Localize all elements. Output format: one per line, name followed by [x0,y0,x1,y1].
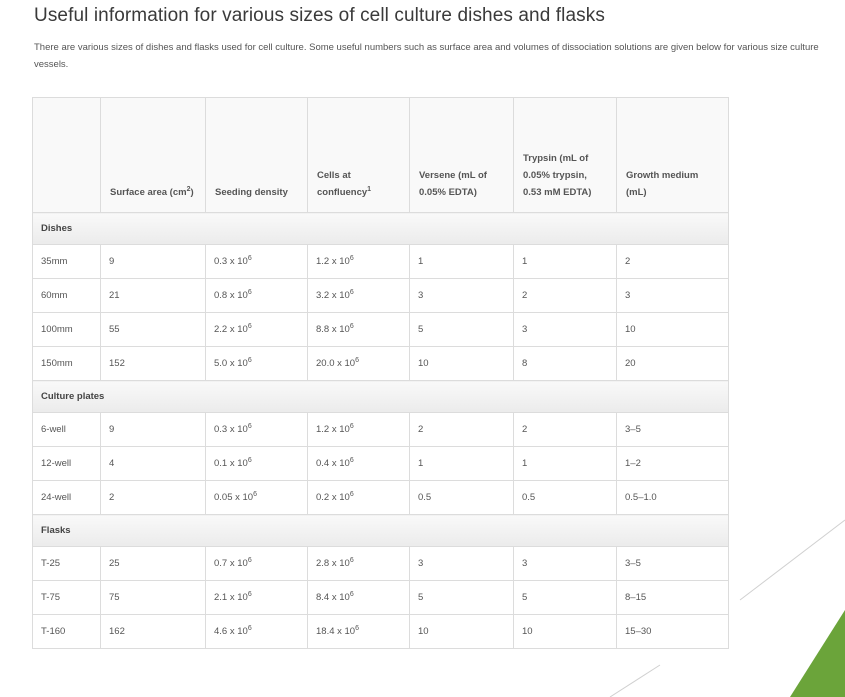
cell-surface-area: 4 [100,446,206,481]
cell-versene: 10 [409,614,514,649]
green-corner-shape [790,610,845,697]
cell-growth-medium: 15–30 [616,614,729,649]
cell-cells-at-confluency: 8.8 x 106 [307,312,410,347]
table-row: 12-well 4 0.1 x 106 0.4 x 106 1 1 1–2 [32,446,729,481]
cell-trypsin: 10 [513,614,617,649]
cell-cells-at-confluency: 18.4 x 106 [307,614,410,649]
header-cells-at-confluency: Cells at confluency1 [307,97,410,213]
table-row: 100mm 55 2.2 x 106 8.8 x 106 5 3 10 [32,312,729,347]
cell-cells-at-confluency: 1.2 x 106 [307,244,410,279]
cell-vessel: 12-well [32,446,101,481]
cell-vessel: 60mm [32,278,101,313]
cell-versene: 1 [409,446,514,481]
cell-cells-at-confluency: 0.4 x 106 [307,446,410,481]
table-row: T-25 25 0.7 x 106 2.8 x 106 3 3 3–5 [32,546,729,581]
cell-versene: 3 [409,546,514,581]
cell-growth-medium: 3–5 [616,412,729,447]
cell-trypsin: 3 [513,312,617,347]
table-row: 35mm 9 0.3 x 106 1.2 x 106 1 1 2 [32,244,729,279]
cell-seeding-density: 0.8 x 106 [205,278,308,313]
cell-surface-area: 9 [100,244,206,279]
table-row: 150mm 152 5.0 x 106 20.0 x 106 10 8 20 [32,346,729,381]
cell-trypsin: 1 [513,446,617,481]
cell-cells-at-confluency: 20.0 x 106 [307,346,410,381]
cell-growth-medium: 2 [616,244,729,279]
cell-trypsin: 2 [513,278,617,313]
cell-seeding-density: 0.7 x 106 [205,546,308,581]
cell-seeding-density: 0.3 x 106 [205,244,308,279]
table-row: 24-well 2 0.05 x 106 0.2 x 106 0.5 0.5 0.5–1.0 [32,480,729,515]
cell-vessel: T-75 [32,580,101,615]
cell-growth-medium: 8–15 [616,580,729,615]
cell-growth-medium: 0.5–1.0 [616,480,729,515]
cell-trypsin: 3 [513,546,617,581]
cell-cells-at-confluency: 3.2 x 106 [307,278,410,313]
intro-text: There are various sizes of dishes and fl… [34,42,819,70]
table-row: T-160 162 4.6 x 106 18.4 x 106 10 10 15–30 [32,614,729,649]
cell-growth-medium: 3 [616,278,729,313]
cell-vessel: 35mm [32,244,101,279]
cell-growth-medium: 20 [616,346,729,381]
cell-cells-at-confluency: 2.8 x 106 [307,546,410,581]
cell-trypsin: 8 [513,346,617,381]
cell-surface-area: 75 [100,580,206,615]
header-vessel [32,97,101,213]
cell-surface-area: 9 [100,412,206,447]
cell-seeding-density: 0.1 x 106 [205,446,308,481]
cell-vessel: 6-well [32,412,101,447]
cell-seeding-density: 0.05 x 106 [205,480,308,515]
cell-seeding-density: 2.1 x 106 [205,580,308,615]
cell-versene: 5 [409,580,514,615]
header-growth-medium: Growth medium (mL) [616,97,729,213]
cell-growth-medium: 10 [616,312,729,347]
header-seeding-density: Seeding density [205,97,308,213]
cell-seeding-density: 4.6 x 106 [205,614,308,649]
cell-trypsin: 0.5 [513,480,617,515]
cell-surface-area: 21 [100,278,206,313]
cell-versene: 5 [409,312,514,347]
cell-seeding-density: 5.0 x 106 [205,346,308,381]
cell-trypsin: 5 [513,580,617,615]
group-row-dishes: Dishes [32,212,729,245]
cell-surface-area: 2 [100,480,206,515]
cell-seeding-density: 2.2 x 106 [205,312,308,347]
cell-versene: 3 [409,278,514,313]
cell-cells-at-confluency: 0.2 x 106 [307,480,410,515]
cell-seeding-density: 0.3 x 106 [205,412,308,447]
cell-growth-medium: 3–5 [616,546,729,581]
header-trypsin: Trypsin (mL of 0.05% trypsin, 0.53 mM ED… [513,97,617,213]
cell-versene: 10 [409,346,514,381]
cell-vessel: T-160 [32,614,101,649]
cell-vessel: 150mm [32,346,101,381]
cell-cells-at-confluency: 1.2 x 106 [307,412,410,447]
cell-vessel: 24-well [32,480,101,515]
page-title: Useful information for various sizes of … [34,5,605,26]
cell-surface-area: 55 [100,312,206,347]
table-row: 60mm 21 0.8 x 106 3.2 x 106 3 2 3 [32,278,729,313]
cell-surface-area: 152 [100,346,206,381]
culture-vessel-table: Surface area (cm2) Seeding density Cells… [32,97,729,649]
cell-growth-medium: 1–2 [616,446,729,481]
cell-surface-area: 25 [100,546,206,581]
group-row-culture-plates: Culture plates [32,380,729,413]
table-row: 6-well 9 0.3 x 106 1.2 x 106 2 2 3–5 [32,412,729,447]
header-row: Surface area (cm2) Seeding density Cells… [32,97,729,213]
cell-versene: 2 [409,412,514,447]
cell-trypsin: 1 [513,244,617,279]
cell-versene: 1 [409,244,514,279]
cell-cells-at-confluency: 8.4 x 106 [307,580,410,615]
cell-versene: 0.5 [409,480,514,515]
header-versene: Versene (mL of 0.05% EDTA) [409,97,514,213]
header-surface-area: Surface area (cm2) [100,97,206,213]
cell-surface-area: 162 [100,614,206,649]
table-row: T-75 75 2.1 x 106 8.4 x 106 5 5 8–15 [32,580,729,615]
cell-vessel: T-25 [32,546,101,581]
group-row-flasks: Flasks [32,514,729,547]
cell-vessel: 100mm [32,312,101,347]
cell-trypsin: 2 [513,412,617,447]
